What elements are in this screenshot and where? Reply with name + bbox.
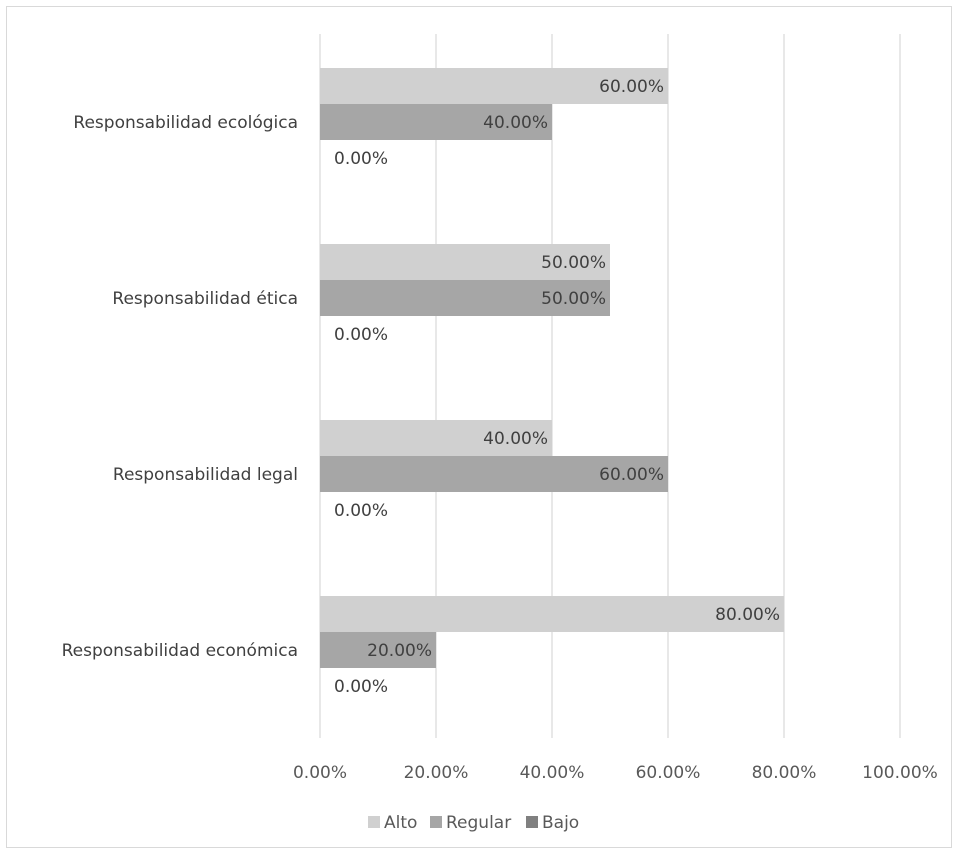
data-label: 40.00% [483,429,548,449]
legend: Alto Regular Bajo [368,813,579,833]
bar-regular [320,632,436,668]
data-label: 40.00% [483,113,548,133]
category-label: Responsabilidad económica [62,641,298,661]
x-tick-label: 40.00% [520,763,585,783]
data-label: 0.00% [334,149,388,169]
data-label: 0.00% [334,325,388,345]
legend-label-bajo: Bajo [542,813,579,833]
bar-regular [320,104,552,140]
bar-regular [320,280,610,316]
x-tick-label: 20.00% [404,763,469,783]
data-label: 60.00% [599,77,664,97]
data-labels-layer: 60.00% 40.00% 0.00% 50.00% 50.00% 0.00% 40.00%… [334,77,780,697]
legend-swatch-alto [368,816,380,828]
category-label: Responsabilidad ecológica [73,113,298,133]
bar-alto [320,244,610,280]
x-tick-label: 60.00% [636,763,701,783]
bar-regular [320,456,668,492]
data-label: 0.00% [334,501,388,521]
category-label: Responsabilidad ética [112,289,298,309]
x-tick-label: 100.00% [862,763,938,783]
category-labels: Responsabilidad ecológica Responsabilidad… [62,113,298,661]
data-label: 50.00% [541,253,606,273]
x-tick-label: 0.00% [293,763,347,783]
x-axis-tick-labels: 0.00% 20.00% 40.00% 60.00% 80.00% 100.00% [293,763,938,783]
bar-alto [320,420,552,456]
data-label: 50.00% [541,289,606,309]
legend-swatch-regular [430,816,442,828]
data-label: 60.00% [599,465,664,485]
legend-label-regular: Regular [446,813,511,833]
bar-alto [320,596,784,632]
x-tick-label: 80.00% [752,763,817,783]
category-label: Responsabilidad legal [113,465,298,485]
data-label: 20.00% [367,641,432,661]
data-label: 80.00% [715,605,780,625]
bars-layer [320,68,784,668]
data-label: 0.00% [334,677,388,697]
legend-swatch-bajo [526,816,538,828]
legend-label-alto: Alto [384,813,417,833]
bar-alto [320,68,668,104]
